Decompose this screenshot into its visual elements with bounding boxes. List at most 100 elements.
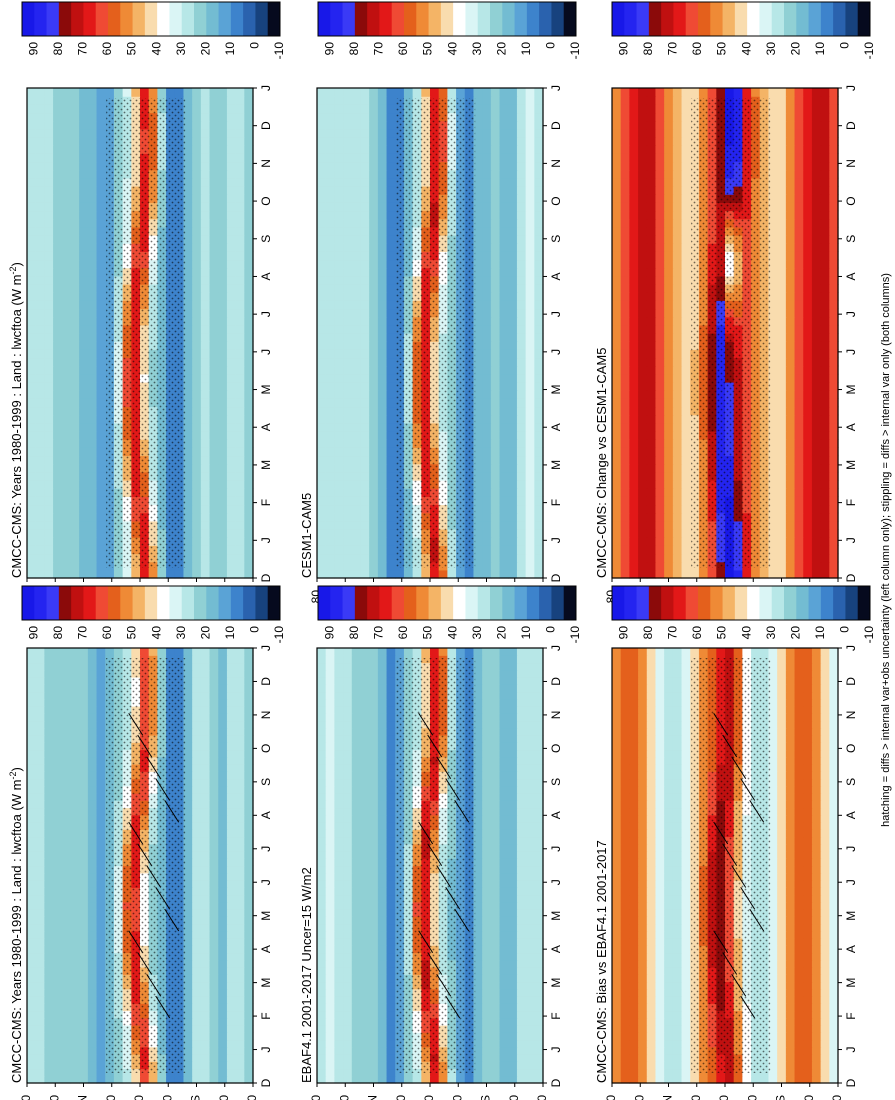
heat-cell (490, 655, 501, 664)
heat-cell (192, 357, 202, 367)
heat-cell (70, 104, 80, 114)
heat-cell (473, 851, 483, 859)
heat-cell (343, 858, 353, 867)
heat-cell (183, 128, 193, 138)
heat-cell (508, 988, 518, 997)
heat-cell (44, 974, 54, 983)
heat-cell (209, 1046, 219, 1055)
heat-cell (192, 145, 202, 154)
month-tick-label: O (549, 744, 563, 753)
heat-cell (53, 749, 63, 758)
heat-cell (499, 843, 509, 852)
heat-cell (377, 836, 388, 845)
heat-cell (183, 210, 193, 220)
heat-cell (525, 967, 535, 975)
heat-cell (490, 1032, 501, 1041)
heat-cell (200, 390, 211, 399)
heat-cell (218, 880, 228, 888)
heat-cell (96, 169, 106, 179)
heat-cell (334, 512, 344, 522)
heat-cell (209, 439, 219, 448)
heat-cell (490, 720, 501, 729)
heat-cell (226, 677, 237, 685)
heat-cell (369, 981, 379, 990)
heat-cell (200, 137, 211, 146)
heat-cell (235, 901, 245, 910)
heat-cell (482, 1017, 492, 1026)
heat-cell (96, 996, 106, 1004)
heat-cell (96, 259, 106, 269)
heat-cell (226, 843, 237, 852)
heat-cell (61, 259, 72, 269)
heat-cell (360, 529, 370, 538)
heat-cell (79, 210, 89, 220)
heat-cell (456, 1075, 466, 1084)
heat-cell (200, 1075, 211, 1084)
heat-cell (35, 447, 45, 457)
heat-cell (79, 1010, 89, 1019)
heat-cell (386, 569, 396, 579)
heat-cell (482, 851, 492, 859)
heat-cell (218, 284, 228, 293)
heat-cell (70, 455, 80, 465)
heat-cell (53, 981, 63, 990)
heat-cell (192, 1061, 202, 1070)
heat-cell (386, 822, 396, 830)
heat-cell (482, 872, 492, 881)
heat-cell (226, 496, 237, 506)
heat-cell (499, 749, 509, 758)
heat-cell (200, 333, 211, 342)
heat-cell (525, 727, 535, 736)
heat-cell (473, 735, 483, 743)
heat-cell (70, 145, 80, 154)
heat-cell (534, 945, 544, 954)
heat-cell (334, 981, 344, 990)
heat-cell (209, 112, 219, 122)
heat-cell (395, 648, 405, 656)
heat-cell (421, 1075, 431, 1084)
heat-cell (70, 764, 80, 772)
heat-cell (44, 455, 54, 465)
heat-cell (96, 858, 106, 867)
heat-cell (244, 357, 254, 367)
heat-cell (87, 365, 98, 375)
heat-cell (35, 414, 45, 424)
heat-cell (490, 836, 501, 845)
heat-cell (317, 959, 327, 968)
heat-cell (44, 300, 54, 310)
heat-cell (61, 463, 72, 473)
heat-cell (87, 836, 98, 845)
heat-cell (61, 829, 72, 838)
heat-cell (61, 727, 72, 736)
heat-cell (244, 349, 254, 359)
heat-cell (183, 800, 193, 809)
heat-cell (360, 520, 370, 530)
heat-cell (325, 691, 335, 700)
heat-cell (96, 872, 106, 881)
heat-cell (386, 529, 396, 538)
heat-cell (192, 684, 202, 693)
heat-cell (200, 1039, 211, 1048)
heat-cell (87, 243, 98, 252)
heat-cell (61, 488, 72, 497)
heat-cell (226, 814, 237, 823)
heat-cell (183, 529, 193, 538)
heat-cell (61, 504, 72, 514)
heat-cell (369, 872, 379, 881)
heat-cell (360, 923, 370, 932)
heat-cell (244, 235, 254, 244)
heat-cell (200, 756, 211, 765)
heat-cell (377, 553, 388, 563)
heat-cell (490, 1046, 501, 1055)
heat-cell (209, 373, 219, 383)
heat-cell (70, 496, 80, 506)
heat-cell (70, 974, 80, 983)
heat-cell (96, 341, 106, 350)
heat-cell (183, 981, 193, 990)
heat-cell (122, 1075, 132, 1084)
heat-cell (209, 569, 219, 579)
heat-cell (482, 684, 492, 693)
heat-cell (200, 112, 211, 122)
heat-cell (192, 210, 202, 220)
heat-cell (183, 735, 193, 743)
